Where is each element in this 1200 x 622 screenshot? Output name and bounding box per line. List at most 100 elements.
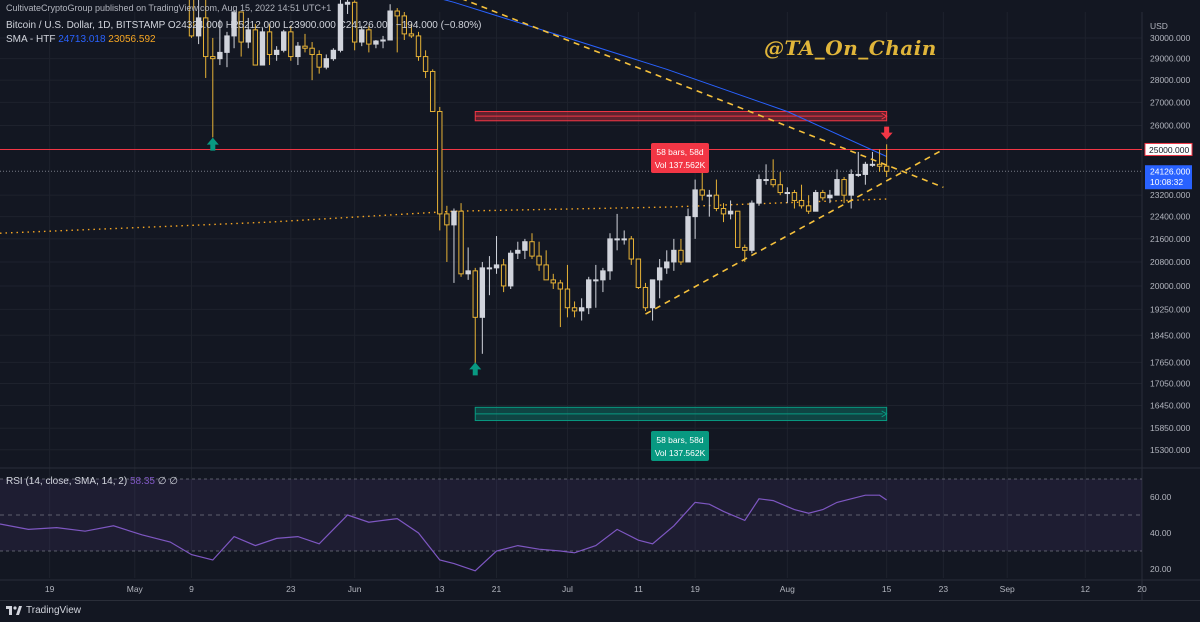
candle-body — [607, 238, 613, 272]
candle-body — [720, 207, 727, 215]
candle — [642, 282, 649, 311]
rsi-tick-label: 40.00 — [1150, 528, 1172, 538]
candle — [671, 238, 677, 271]
candle — [727, 200, 734, 220]
resistance-range-label-box — [651, 143, 709, 173]
candle — [862, 161, 869, 185]
price-tick-label: 15850.000 — [1150, 423, 1190, 433]
rsi-legend[interactable]: RSI (14, close, SMA, 14, 2) 58.35 ∅ ∅ — [6, 476, 178, 487]
price-tick-label: 17050.000 — [1150, 379, 1190, 389]
candle-body — [188, 0, 195, 37]
candle-body — [337, 3, 344, 51]
ohlc-values: O24324.000 H25212.000 L23900.000 C24126.… — [167, 20, 482, 31]
candle-body — [734, 210, 741, 248]
candle-body — [380, 39, 386, 42]
candle — [628, 236, 634, 265]
price-tick-label: 19250.000 — [1150, 304, 1190, 314]
candle — [309, 42, 315, 81]
candle-body — [373, 40, 379, 45]
time-tick-label: 19 — [45, 584, 55, 594]
candle-body — [557, 282, 564, 290]
candle-body — [465, 270, 471, 275]
candle-body — [330, 49, 337, 60]
candle — [245, 17, 251, 49]
candle — [734, 210, 741, 248]
watermark-text: @TA_On_Chain — [764, 36, 937, 60]
candle — [422, 50, 429, 78]
currency-label: USD — [1150, 21, 1168, 31]
candle-body — [564, 288, 571, 309]
candle-body — [245, 29, 251, 43]
candle — [394, 8, 400, 53]
candle-body — [359, 29, 365, 43]
symbol-legend[interactable]: Bitcoin / U.S. Dollar, 1D, BITSTAMP O243… — [6, 20, 482, 31]
candle-body — [500, 264, 507, 287]
candle — [500, 259, 507, 293]
candle-body — [713, 194, 720, 209]
candle-body — [451, 210, 457, 226]
candle-body — [238, 11, 244, 43]
candle — [635, 258, 642, 290]
candle-body — [883, 165, 890, 172]
candle-body — [529, 241, 535, 257]
candle — [195, 0, 202, 45]
candle-body — [472, 270, 478, 318]
candle — [685, 208, 691, 263]
candle — [408, 23, 415, 38]
candle — [437, 106, 443, 231]
resistance-price-badge — [1144, 142, 1193, 156]
rsi-tick-label: 20.00 — [1150, 564, 1172, 574]
candle-body — [869, 163, 876, 166]
candle-body — [784, 192, 791, 195]
candle-body — [515, 249, 521, 254]
candle-body — [437, 111, 443, 215]
candle-body — [323, 58, 329, 68]
candle — [522, 238, 528, 260]
resistance-price-label: 25000.000 — [1149, 145, 1189, 155]
support-range-label-box — [651, 431, 709, 461]
rsi-value-3: ∅ — [169, 476, 178, 487]
candle — [557, 279, 564, 328]
candle — [387, 4, 393, 41]
candle — [444, 205, 450, 262]
candle-body — [536, 255, 542, 266]
candle-body — [699, 189, 705, 196]
candle — [621, 230, 627, 245]
candle — [330, 48, 337, 61]
candle-body — [543, 264, 549, 281]
candle-body — [600, 270, 606, 281]
candle — [224, 31, 230, 68]
candle — [486, 256, 493, 296]
candle-body — [621, 238, 627, 241]
candle — [401, 12, 408, 40]
candle — [508, 250, 514, 290]
candle-body — [444, 213, 450, 226]
resistance-range-measure-arrow — [881, 112, 888, 120]
candle — [649, 279, 656, 321]
candle-body — [259, 31, 266, 66]
candle-body — [281, 31, 287, 51]
candle — [593, 264, 599, 308]
time-tick-label: 12 — [1081, 584, 1091, 594]
candle — [791, 189, 798, 209]
candle-body — [841, 179, 847, 196]
published-note: CultivateCryptoGroup published on Tradin… — [6, 3, 332, 13]
candle — [415, 31, 422, 61]
candle — [692, 179, 698, 239]
candle-body — [820, 192, 826, 199]
price-tick-label: 29000.000 — [1150, 54, 1190, 64]
candle — [493, 236, 500, 274]
price-tick-label: 18450.000 — [1150, 330, 1190, 340]
candle — [883, 144, 890, 177]
sma-slow-value: 23056.592 — [108, 34, 156, 45]
candle — [678, 238, 684, 265]
tradingview-logo[interactable]: TradingView — [6, 605, 81, 616]
candle — [820, 189, 826, 201]
support-range-label-volume: Vol 137.562K — [655, 448, 706, 458]
arrow-down-icon — [880, 126, 893, 140]
candle — [529, 233, 535, 260]
candle-body — [295, 45, 301, 58]
sma-legend[interactable]: SMA - HTF 24713.018 23056.592 — [6, 34, 156, 45]
